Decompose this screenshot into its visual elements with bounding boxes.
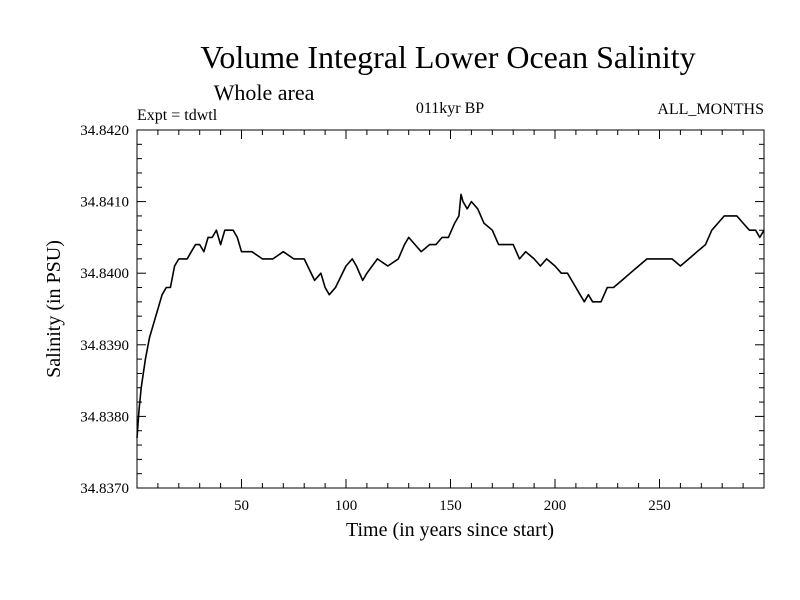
y-tick-label: 34.8400 bbox=[80, 266, 129, 282]
axis-ticks bbox=[137, 130, 764, 488]
series-line-salinity bbox=[136, 193, 765, 438]
experiment-label: Expt = tdwtl bbox=[137, 107, 218, 124]
y-tick-label: 34.8420 bbox=[80, 123, 129, 139]
y-axis-label: Salinity (in PSU) bbox=[43, 240, 65, 378]
y-tick-labels: 34.8370 34.8380 34.8390 34.8400 34.8410 34.84… bbox=[80, 123, 129, 497]
x-tick-label: 100 bbox=[335, 498, 358, 514]
x-tick-label: 150 bbox=[439, 498, 462, 514]
x-tick-label: 50 bbox=[234, 498, 249, 514]
chart-subtitle: Whole area bbox=[214, 80, 315, 105]
x-tick-label: 200 bbox=[544, 498, 567, 514]
y-tick-label: 34.8410 bbox=[80, 195, 129, 211]
plot-area bbox=[136, 129, 765, 489]
x-tick-label: 250 bbox=[648, 498, 671, 514]
y-tick-label: 34.8390 bbox=[80, 338, 129, 354]
y-tick-label: 34.8370 bbox=[80, 481, 129, 497]
y-tick-label: 34.8380 bbox=[80, 409, 129, 425]
months-label: ALL_MONTHS bbox=[657, 101, 764, 118]
x-tick-labels: 50 100 150 200 250 bbox=[234, 498, 671, 514]
period-label: 011kyr BP bbox=[416, 100, 484, 117]
x-axis-label: Time (in years since start) bbox=[346, 519, 554, 541]
chart-title: Volume Integral Lower Ocean Salinity bbox=[200, 39, 695, 75]
